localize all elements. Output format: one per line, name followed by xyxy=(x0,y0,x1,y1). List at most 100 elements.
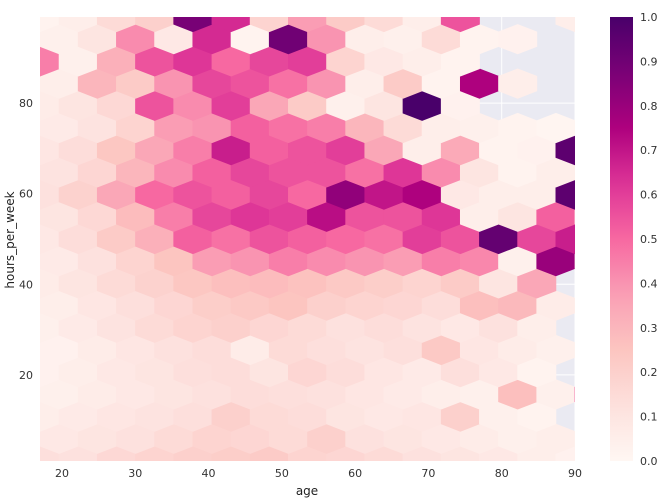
hexbin-cell xyxy=(211,223,251,255)
hexbin-cell xyxy=(268,379,308,410)
hexbin-cell xyxy=(440,268,480,299)
hexbin-cell xyxy=(135,90,175,121)
hexbin-cell xyxy=(459,379,499,410)
hexbin-cell xyxy=(479,312,519,343)
hexbin-cell xyxy=(402,17,442,33)
hexbin-cell xyxy=(173,135,213,166)
hexbin-cell xyxy=(555,179,575,210)
hexbin-cell xyxy=(192,112,232,144)
hexbin-cell xyxy=(40,46,60,77)
hexbin-cell xyxy=(116,24,156,55)
hexbin-cell xyxy=(173,312,213,343)
hexbin-cell xyxy=(440,357,480,388)
hexbin-cell xyxy=(421,246,461,277)
hexbin-cell xyxy=(383,334,423,366)
hexbin-cell xyxy=(288,90,327,121)
hexbin-cell xyxy=(536,423,575,454)
x-axis-label: age xyxy=(296,484,318,498)
hexbin-cell xyxy=(230,246,270,277)
hexbin-cell xyxy=(288,312,327,343)
colorbar xyxy=(610,17,633,461)
hexbin-cell xyxy=(459,112,499,144)
hexbin-cell xyxy=(345,112,385,144)
hexbin-cell xyxy=(77,112,117,144)
hexbin-cell xyxy=(326,90,366,121)
hexbin-cell xyxy=(517,401,557,432)
hexbin-cell xyxy=(211,46,251,77)
hexbin-cell xyxy=(498,290,538,321)
hexbin-cell xyxy=(421,157,461,188)
hexbin-cell xyxy=(268,334,308,366)
hexbin-cell xyxy=(421,290,461,321)
hexbin-cell xyxy=(77,201,117,232)
hexbin-cell xyxy=(288,445,327,461)
hexbin-cell xyxy=(268,157,308,188)
hexbin-cell xyxy=(479,357,519,388)
hexbin-cell xyxy=(230,112,270,144)
hexbin-cell xyxy=(230,68,270,99)
hexbin-cell xyxy=(249,46,289,77)
hexbin-cell xyxy=(364,268,404,299)
hexbin-cell xyxy=(402,223,442,255)
hexbin-cell xyxy=(288,223,327,255)
hexbin-cell xyxy=(402,179,442,210)
hexbin-cell xyxy=(192,201,232,232)
hexbin-cell xyxy=(58,90,98,121)
hexbin-cell xyxy=(288,46,327,77)
hexbin-cell xyxy=(383,246,423,277)
hexbin-cell xyxy=(574,253,575,269)
hexbin-cell xyxy=(498,24,538,55)
hexbin-cell xyxy=(173,401,213,432)
hexbin-cell xyxy=(116,423,156,454)
hexbin-cell xyxy=(249,90,289,121)
hexbin-cell xyxy=(536,112,575,144)
hexbin-cell xyxy=(364,223,404,255)
hexbin-cell xyxy=(116,290,156,321)
hexbin-cell xyxy=(421,379,461,410)
hexbin-cell xyxy=(574,342,575,358)
x-tick-label: 60 xyxy=(348,467,362,480)
hexbin-cell xyxy=(230,201,270,232)
hexbin-cell xyxy=(192,379,232,410)
hexbin-cell xyxy=(249,357,289,388)
hexbin-cell xyxy=(77,24,117,55)
hexbin-cell xyxy=(517,268,557,299)
hexbin-cell xyxy=(249,401,289,432)
hexbin-cell xyxy=(364,90,404,121)
hexbin-cell xyxy=(459,24,499,55)
hexbin-cell xyxy=(345,290,385,321)
hexbin-cell xyxy=(40,112,79,144)
hexbin-cell xyxy=(440,445,480,461)
hexbin-cell xyxy=(77,379,117,410)
hexbin-cell xyxy=(77,423,117,454)
hexbin-cell xyxy=(307,334,347,366)
hexbin-cell xyxy=(249,223,289,255)
colorbar-tick-label: 0.9 xyxy=(640,55,658,68)
hexbin-cell xyxy=(536,290,575,321)
hexbin-cell xyxy=(402,46,442,77)
hexbin-cell xyxy=(249,135,289,166)
hexbin-cell xyxy=(40,379,79,410)
hexbin-cell xyxy=(383,24,423,55)
hexbin-cell xyxy=(58,401,98,432)
hexbin-cell xyxy=(364,312,404,343)
hexbin-cell xyxy=(326,268,366,299)
hexbin-cell xyxy=(135,401,175,432)
hexbin-cell xyxy=(116,334,156,366)
hexbin-cell xyxy=(154,112,194,144)
hexbin-cell xyxy=(459,423,499,454)
hexbin-cell xyxy=(96,46,136,77)
hexbin-cell xyxy=(383,68,423,99)
y-axis-label: hours_per_week xyxy=(3,191,17,288)
y-tick-label: 20 xyxy=(19,369,33,382)
hexbin-cell xyxy=(211,312,251,343)
hexbin-cell xyxy=(536,157,575,188)
hexbin-cell xyxy=(230,24,270,55)
hexbin-cell xyxy=(96,223,136,255)
hexbin-cell xyxy=(211,268,251,299)
hexbin-cell xyxy=(96,268,136,299)
hexbin-cell xyxy=(536,334,575,366)
hexbin-cell xyxy=(307,246,347,277)
hexbin-cell xyxy=(40,445,60,461)
